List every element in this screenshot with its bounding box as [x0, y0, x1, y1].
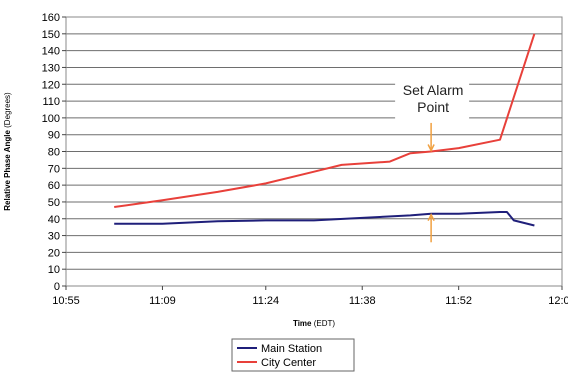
series-lines [114, 33, 536, 227]
series-line-city-center [114, 33, 536, 208]
y-tick-label: 150 [42, 29, 60, 41]
x-axis-ticks: 10:55 11:09 11:24 11:38 11:52 12:07 [52, 286, 568, 307]
y-tick-label: 80 [48, 147, 60, 159]
y-tick-label: 60 [48, 180, 60, 192]
x-tick-label: 11:52 [445, 295, 472, 307]
legend-label: City Center [261, 357, 316, 369]
y-axis-ticks: 0 10 20 30 40 50 60 70 80 90 100 110 120 130 140 150 160 [42, 12, 66, 293]
y-tick-label: 40 [48, 214, 60, 226]
y-axis-title: Relative Phase Angle (Degrees) [3, 92, 12, 211]
x-axis-title-text: Time [293, 319, 312, 328]
y-tick-label: 10 [48, 264, 60, 276]
y-tick-label: 90 [48, 130, 60, 142]
y-tick-label: 160 [42, 12, 60, 24]
x-tick-label: 11:24 [252, 295, 279, 307]
series-line-main-station [114, 211, 535, 227]
legend-label: Main Station [261, 343, 322, 355]
x-tick-label: 11:09 [149, 295, 176, 307]
y-axis-title-text: Relative Phase Angle [3, 130, 12, 211]
y-tick-label: 70 [48, 163, 60, 175]
y-tick-label: 110 [42, 96, 60, 108]
gridlines [66, 16, 562, 287]
y-axis-title-unit: (Degrees) [3, 92, 12, 128]
y-tick-label: 100 [42, 113, 60, 125]
x-axis-title-unit: (EDT) [314, 319, 336, 328]
annotation-arrowhead-down [427, 144, 435, 153]
y-tick-label: 30 [48, 231, 60, 243]
x-tick-label: 12:07 [548, 295, 568, 307]
x-tick-label: 11:38 [349, 295, 376, 307]
legend-box [231, 338, 355, 372]
y-tick-label: 20 [48, 247, 60, 259]
y-tick-label: 0 [54, 281, 60, 293]
annotation-line-1: Set Alarm [403, 82, 464, 98]
annotation-line-2: Point [417, 99, 449, 115]
annotation-background [395, 80, 470, 124]
annotation-arrowhead-up [427, 213, 435, 222]
legend: Main Station City Center [231, 338, 355, 372]
y-tick-label: 120 [42, 79, 60, 91]
y-tick-label: 140 [42, 46, 60, 58]
y-tick-label: 130 [42, 62, 60, 74]
x-tick-label: 10:55 [52, 295, 80, 307]
y-tick-label: 50 [48, 197, 60, 209]
x-axis-title: Time (EDT) [293, 319, 335, 328]
